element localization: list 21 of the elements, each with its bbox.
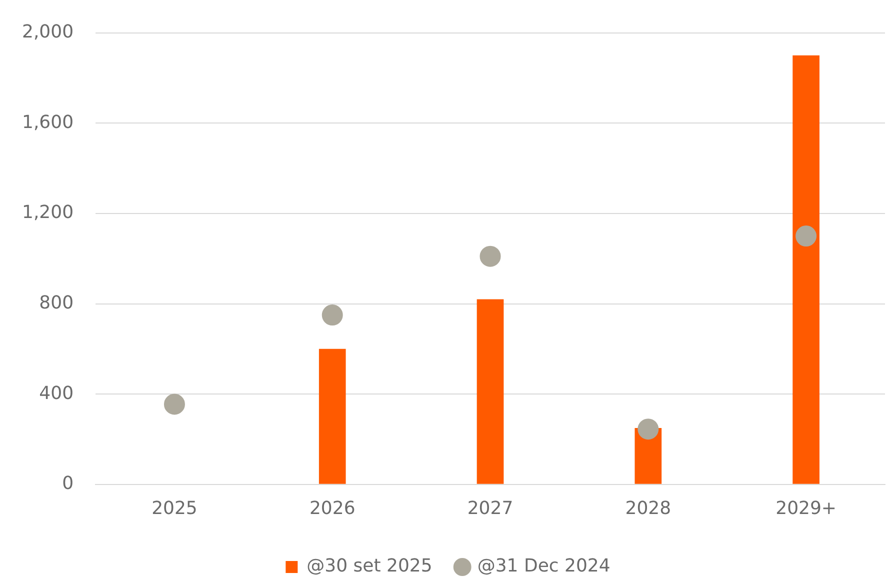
bar xyxy=(792,55,820,484)
x-tick-label: 2026 xyxy=(309,498,356,519)
x-tick-label: 2025 xyxy=(152,498,198,519)
y-tick-label: 1,600 xyxy=(22,112,74,133)
y-tick-label: 800 xyxy=(39,292,74,314)
y-tick-label: 1,200 xyxy=(22,202,74,224)
point xyxy=(322,304,343,326)
x-tick-label: 2028 xyxy=(625,498,672,519)
x-tick-label: 2027 xyxy=(467,498,514,519)
bar xyxy=(476,299,504,484)
x-tick-label: 2029+ xyxy=(776,498,836,519)
y-tick-label: 2,000 xyxy=(22,21,74,42)
point xyxy=(480,246,501,267)
legend-label: @30 set 2025 xyxy=(306,556,432,577)
point xyxy=(164,394,185,415)
legend-label: @31 Dec 2024 xyxy=(477,556,610,577)
y-tick-label: 400 xyxy=(39,382,74,404)
y-tick-label: 0 xyxy=(62,473,74,494)
bar xyxy=(318,348,346,484)
point xyxy=(796,226,817,247)
point xyxy=(638,418,659,440)
